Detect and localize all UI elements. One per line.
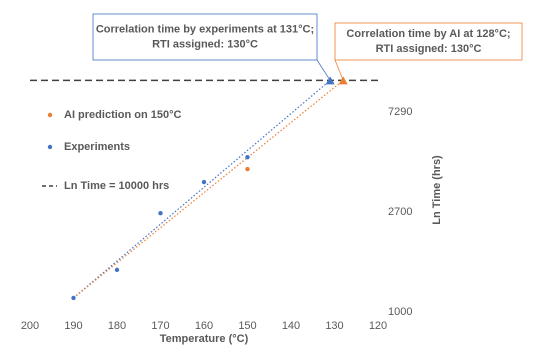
legend-label: AI prediction on 150°C [64, 109, 182, 121]
callout-text: Correlation time by experiments at 131°C… [96, 23, 314, 35]
x-tick-label: 200 [21, 320, 39, 332]
callout-pointer [316, 59, 331, 81]
point [114, 267, 120, 273]
x-tick-label: 190 [64, 320, 82, 332]
y-tick-label: 2700 [388, 206, 412, 218]
callout-box [92, 13, 318, 61]
callout-text: RTI assigned: 130°C [376, 43, 482, 55]
legend-marker [47, 112, 53, 118]
x-tick-label: 140 [282, 320, 300, 332]
point [245, 166, 250, 172]
x-tick-label: 130 [325, 320, 343, 332]
legend-marker [47, 144, 53, 150]
x-tick-label: 180 [108, 320, 126, 332]
point [158, 210, 163, 216]
trendline [73, 79, 331, 299]
x-axis-label: Temperature (°C) [160, 333, 249, 345]
callout-text: Correlation time by AI at 128°C; [346, 28, 510, 40]
legend-label: Ln Time = 10000 hrs [64, 180, 169, 192]
x-tick-label: 170 [151, 320, 169, 332]
point [245, 154, 250, 160]
callout-marker [325, 76, 335, 85]
callout-marker [338, 76, 348, 85]
callout-text: RTI assigned: 130°C [152, 38, 258, 50]
point [201, 179, 207, 185]
y-axis-label: Ln Time (hrs) [431, 155, 443, 225]
point [71, 295, 76, 301]
legend-label: Experiments [64, 141, 130, 153]
x-tick-label: 120 [369, 320, 387, 332]
y-tick-label: 1000 [388, 306, 412, 318]
callout-pointer [334, 59, 344, 81]
y-tick-label: 7290 [388, 106, 412, 118]
callout-box [334, 22, 523, 61]
x-tick-label: 160 [195, 320, 213, 332]
x-tick-label: 150 [238, 320, 256, 332]
